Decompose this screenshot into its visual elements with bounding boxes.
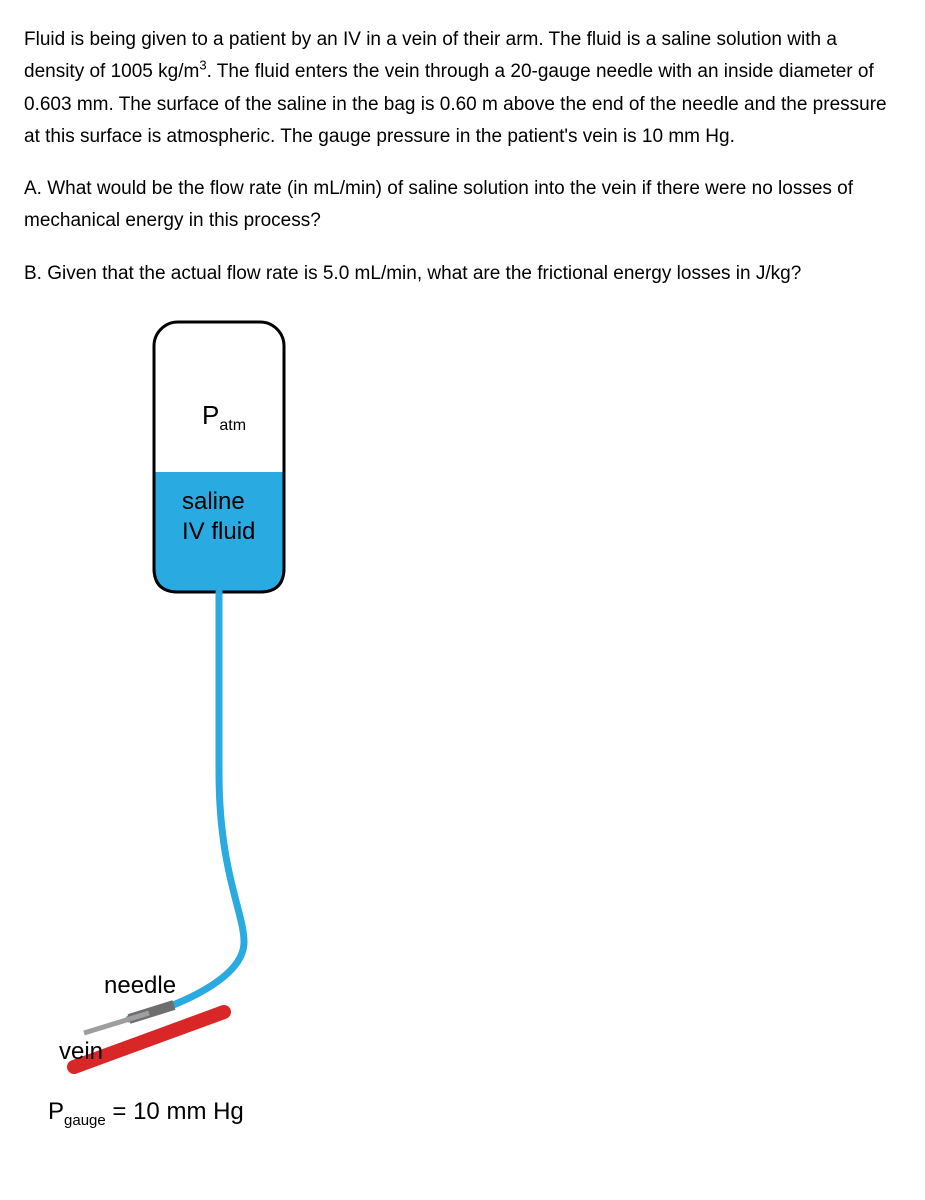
problem-intro: Fluid is being given to a patient by an … [24, 24, 901, 153]
saline-line1: saline [182, 487, 255, 517]
p-atm-P: P [202, 400, 219, 430]
intro-text: Fluid is being given to a patient by an … [24, 29, 887, 147]
label-p-gauge: Pgauge = 10 mm Hg [48, 1098, 244, 1126]
label-vein: vein [59, 1038, 103, 1066]
problem-part-b: B. Given that the actual flow rate is 5.… [24, 258, 901, 290]
p-gauge-sub: gauge [64, 1112, 106, 1129]
label-saline: saline IV fluid [182, 487, 255, 547]
saline-line2: IV fluid [182, 517, 255, 547]
problem-part-a: A. What would be the flow rate (in mL/mi… [24, 173, 901, 238]
iv-tube [129, 592, 244, 1019]
label-p-atm: Patm [202, 400, 246, 431]
iv-figure: Patm saline IV fluid needle vein Pgauge … [24, 312, 384, 1142]
p-atm-sub: atm [219, 417, 246, 434]
needle-shaft [84, 1013, 149, 1033]
label-needle: needle [104, 972, 176, 1000]
p-gauge-value: = 10 mm Hg [106, 1098, 244, 1125]
p-gauge-P: P [48, 1098, 64, 1125]
